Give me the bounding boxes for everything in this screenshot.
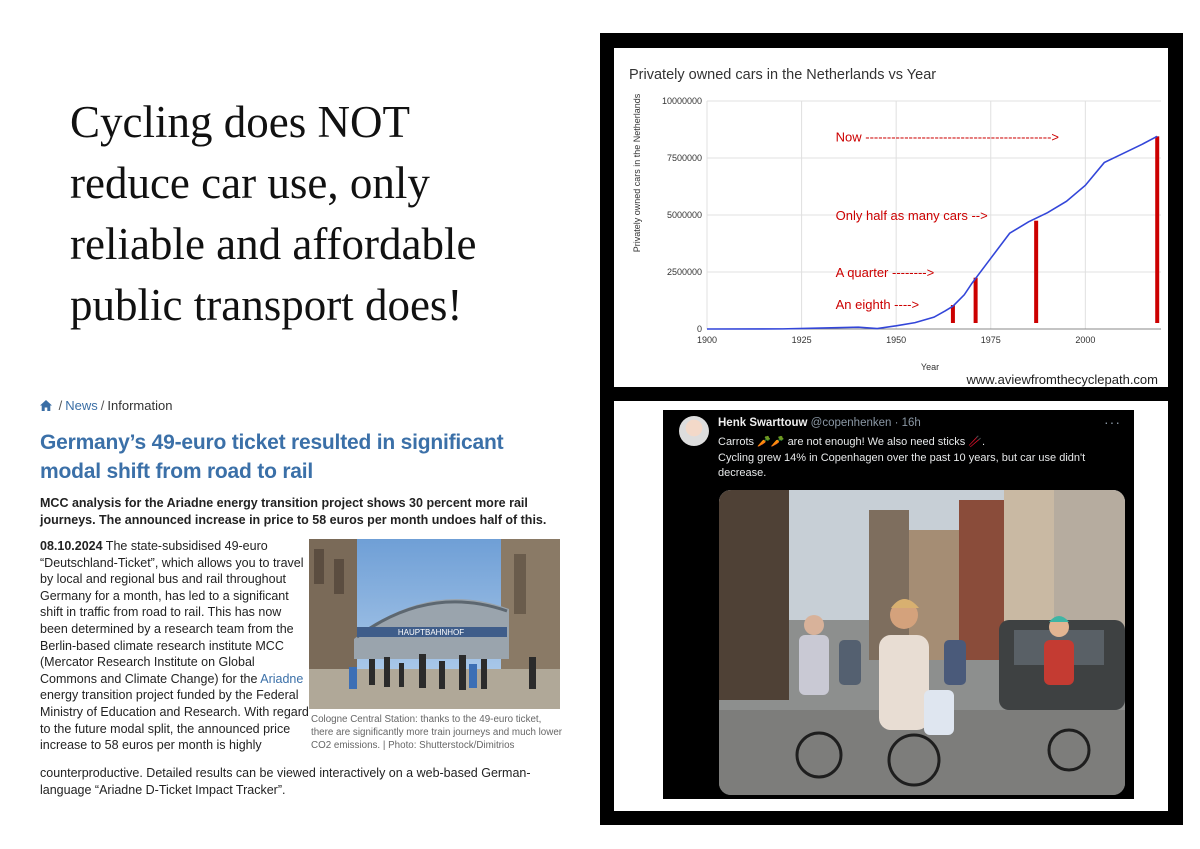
x-axis-ticks: 1900 1925 1950 1975 2000 xyxy=(697,335,1095,345)
more-options-icon[interactable]: ··· xyxy=(1104,414,1121,430)
red-bars xyxy=(950,136,1160,323)
headline: Cycling does NOT reduce car use, only re… xyxy=(70,92,570,336)
red-bar xyxy=(950,305,955,323)
cologne-station-photo: HAUPTBAHNHOF xyxy=(309,539,560,709)
article-body-text: The state-subsidised 49-euro “Deutschlan… xyxy=(40,539,304,686)
tweet-line: Cycling grew 14% in Copenhagen over the … xyxy=(718,451,1086,480)
y-axis-ticks: 0 2500000 5000000 7500000 10000000 xyxy=(662,96,702,334)
article-lead: MCC analysis for the Ariadne energy tran… xyxy=(40,496,547,527)
annotation-label: Only half as many cars --> xyxy=(836,208,988,223)
headline-line: reduce car use, only xyxy=(70,158,430,208)
chart-title: Privately owned cars in the Netherlands … xyxy=(629,67,936,83)
tweet-text: Carrots 🥕🥕 are not enough! We also need … xyxy=(718,435,1123,482)
article-body: 08.10.2024 The state-subsidised 49-euro … xyxy=(40,538,310,754)
x-tick-label: 1975 xyxy=(981,335,1001,345)
article-title: Germany’s 49-euro ticket resulted in sig… xyxy=(40,431,504,483)
x-tick-label: 2000 xyxy=(1075,335,1095,345)
y-tick-label: 2500000 xyxy=(667,267,702,277)
cars-chart: Privately owned cars in the Netherlands … xyxy=(629,67,1161,387)
annotation-label: A quarter --------> xyxy=(836,265,935,280)
tweet-header: Henk Swarttouw @copenhenken · 16h xyxy=(718,417,921,429)
x-tick-label: 1950 xyxy=(886,335,906,345)
red-bar xyxy=(1155,136,1160,323)
x-tick-label: 1900 xyxy=(697,335,717,345)
breadcrumb-separator: / xyxy=(58,398,63,413)
x-tick-label: 1925 xyxy=(792,335,812,345)
watermark: www.aviewfromthecyclepath.com xyxy=(966,372,1158,387)
y-axis-label: Privately owned cars in the Netherlands xyxy=(632,93,642,252)
chart-panel-background xyxy=(614,48,1168,387)
annotations: Now ------------------------------------… xyxy=(836,129,1059,312)
avatar[interactable] xyxy=(679,416,709,446)
breadcrumb-separator: / xyxy=(100,398,105,413)
red-bar xyxy=(973,277,978,323)
y-tick-label: 0 xyxy=(697,324,702,334)
annotation-label: An eighth ----> xyxy=(836,297,919,312)
headline-line: Cycling does NOT xyxy=(70,97,410,147)
article-date: 08.10.2024 xyxy=(40,539,103,553)
tweet-author-name[interactable]: Henk Swarttouw xyxy=(718,417,808,429)
station-sign: HAUPTBAHNHOF xyxy=(398,628,464,637)
ariadne-link[interactable]: Ariadne xyxy=(260,671,304,686)
breadcrumb-current: Information xyxy=(107,398,173,413)
tweet-handle[interactable]: @copenhenken · 16h xyxy=(810,417,921,429)
tweet-line: Carrots 🥕🥕 are not enough! We also need … xyxy=(718,436,986,448)
annotation-label: Now ------------------------------------… xyxy=(836,129,1059,144)
y-tick-label: 5000000 xyxy=(667,210,702,220)
article-body-text: energy transition project funded by the … xyxy=(40,688,309,753)
home-icon[interactable] xyxy=(40,398,56,413)
headline-line: public transport does! xyxy=(70,280,463,330)
y-tick-label: 7500000 xyxy=(667,153,702,163)
breadcrumb-news-link[interactable]: News xyxy=(65,398,98,413)
headline-line: reliable and affordable xyxy=(70,219,477,269)
photo-caption: Cologne Central Station: thanks to the 4… xyxy=(311,714,563,751)
red-bar xyxy=(1034,220,1039,323)
chart-grid xyxy=(706,100,1161,330)
x-axis-label: Year xyxy=(921,362,939,372)
y-tick-label: 10000000 xyxy=(662,96,702,106)
article-body-continued: counterproductive. Detailed results can … xyxy=(40,766,531,797)
series-line-cars xyxy=(706,135,1158,330)
cyclists-photo[interactable] xyxy=(719,490,1125,795)
breadcrumb: / News / Information xyxy=(40,398,172,413)
